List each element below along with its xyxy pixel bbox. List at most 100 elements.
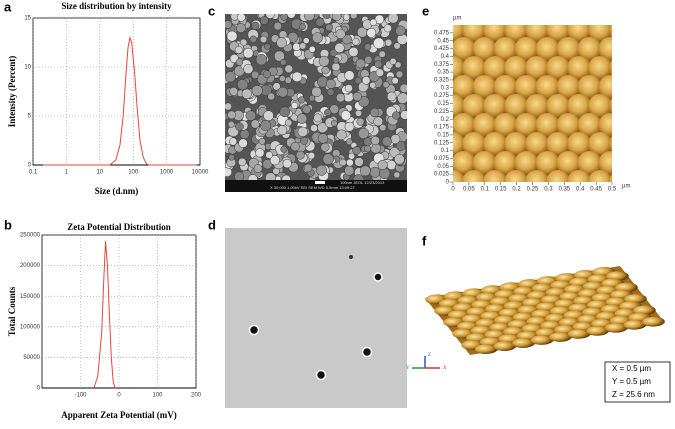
surface-bump: [475, 344, 498, 354]
y-tick-label: 5: [28, 114, 32, 120]
x-tick-label: 0.15: [495, 187, 507, 193]
chart-title: Zeta Potential Distribution: [67, 222, 171, 232]
sem-particle: [366, 28, 377, 38]
x-tick-label: 200: [191, 393, 202, 399]
sem-particle: [273, 21, 282, 31]
sem-particle: [369, 18, 377, 26]
sem-particle: [239, 129, 250, 140]
sem-particle: [255, 148, 265, 158]
sem-particle: [386, 91, 397, 102]
y-tick-label: 0.15: [437, 132, 449, 138]
y-tick-label: 250000: [20, 233, 41, 239]
sem-particle: [284, 119, 293, 127]
tem-image: [225, 228, 407, 408]
sem-particle: [262, 70, 271, 79]
sem-particle: [253, 164, 263, 173]
afm-bump: [588, 25, 612, 42]
afm-bump: [609, 60, 612, 76]
sem-particle: [315, 17, 325, 27]
afm-bump: [556, 75, 581, 99]
y-tick-label: 0.325: [434, 78, 450, 84]
afm-bump: [504, 25, 528, 42]
sem-particle: [265, 172, 277, 180]
afm-bump: [598, 37, 612, 61]
y-tick-label: 0.2: [441, 117, 450, 123]
sem-particle: [299, 23, 306, 30]
sem-particle: [321, 66, 330, 75]
sem-particle: [251, 85, 263, 97]
afm-bump: [620, 151, 644, 175]
x-tick-label: 0.45: [590, 187, 602, 193]
afm-bump: [588, 132, 612, 156]
sem-particle: [389, 57, 397, 65]
afm-bump: [453, 94, 465, 118]
sem-particle: [242, 47, 254, 59]
sem-particle: [295, 150, 305, 160]
sem-particle: [280, 145, 288, 153]
sem-particle: [344, 121, 355, 132]
x-tick-label: 0.5: [608, 187, 617, 193]
afm-bump: [453, 56, 465, 80]
sem-particle: [400, 110, 407, 120]
sem-particle: [381, 136, 392, 147]
sem-particle: [369, 107, 380, 118]
sem-particle: [369, 166, 381, 178]
sem-particle: [348, 46, 359, 57]
sem-particle: [344, 84, 353, 93]
afm-bump: [453, 37, 476, 61]
sem-particle: [355, 109, 363, 117]
sem-particle: [358, 96, 370, 108]
sem-particle: [279, 106, 291, 118]
sem-particle: [375, 68, 385, 77]
sem-particle: [394, 61, 402, 69]
y-tick-label: 50000: [23, 355, 40, 361]
sem-particle: [243, 63, 254, 75]
sem-particle: [297, 126, 308, 137]
afm-bump: [535, 75, 560, 99]
sem-particle: [363, 43, 372, 51]
sem-particle: [308, 45, 316, 53]
sem-particle: [238, 138, 248, 148]
y-tick-label: 0.35: [437, 70, 449, 76]
sem-particle: [302, 37, 310, 44]
afm-bump: [453, 151, 476, 175]
sem-particle: [355, 58, 366, 69]
x-axis-label: Apparent Zeta Potential (mV): [61, 410, 177, 420]
sem-particle: [340, 110, 352, 121]
sem-particle: [318, 55, 330, 67]
sem-particle: [379, 124, 387, 132]
afm-bump: [493, 113, 518, 137]
sem-particle: [225, 102, 232, 111]
sem-particle: [352, 174, 365, 180]
x-tick-label: 1000: [160, 170, 174, 176]
y-tick-label: 0.275: [434, 93, 450, 99]
y-tick-label: 0.1: [441, 148, 450, 154]
sem-particle: [310, 124, 318, 132]
sem-particle: [249, 35, 257, 43]
y-tick-label: 0.025: [434, 172, 450, 178]
sem-particle: [259, 35, 268, 43]
afm-bump: [453, 113, 476, 137]
sem-particle: [267, 92, 275, 101]
sem-particle: [351, 37, 360, 46]
x-tick-label: 0.35: [558, 187, 570, 193]
sem-particle: [317, 122, 328, 134]
y-tick-label: 0.375: [434, 62, 450, 68]
sem-particle: [227, 120, 235, 128]
sem-particle: [378, 167, 391, 180]
sem-particle: [354, 76, 363, 85]
unit-label: µm: [453, 16, 461, 22]
sem-particle: [345, 138, 353, 146]
sem-particle: [300, 136, 309, 145]
sem-particle: [373, 116, 384, 127]
sem-particle: [281, 174, 291, 180]
sem-particle: [225, 71, 236, 83]
sem-particle: [227, 110, 236, 120]
afm-bump: [567, 94, 591, 118]
sem-particle: [382, 81, 390, 89]
afm-bump: [567, 132, 591, 156]
afm-bump: [609, 25, 612, 38]
chart-title: Size distribution by intensity: [61, 1, 172, 11]
dimension: X = 0.5 µm: [612, 364, 651, 373]
sem-particle: [390, 134, 401, 144]
